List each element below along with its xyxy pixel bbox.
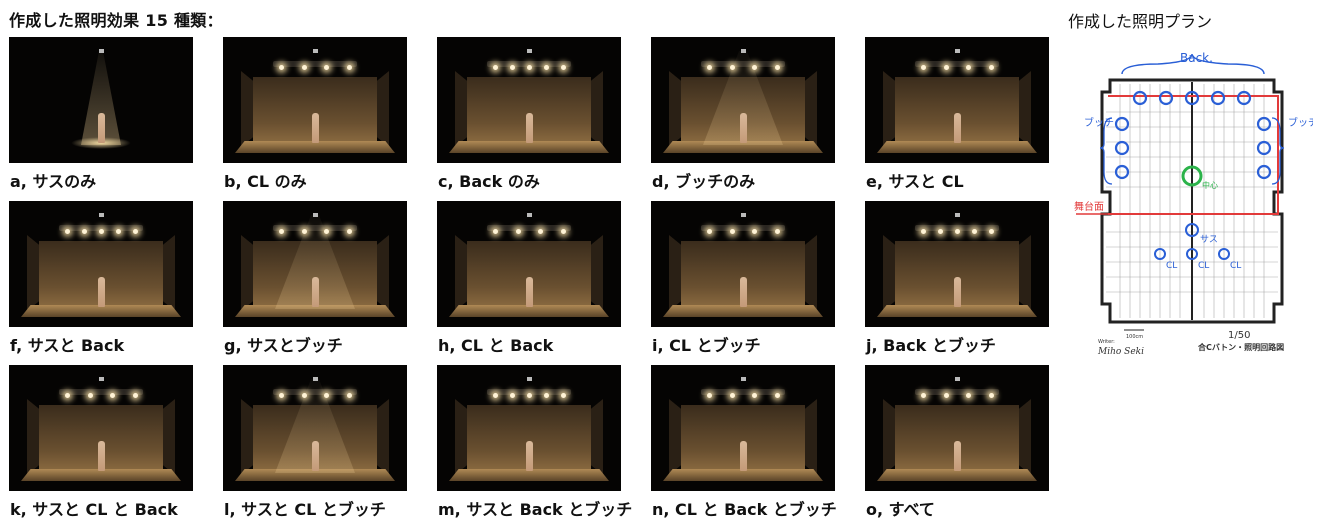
effect-caption: e, サスと CL [866, 172, 964, 191]
effect-caption: i, CL とブッチ [652, 336, 761, 355]
effect-thumbnail [437, 365, 621, 491]
effect-thumbnail [437, 37, 621, 163]
performer-figure [312, 277, 319, 307]
stage-front-label: 舞台面 [1074, 200, 1104, 213]
effect-card: d, ブッチのみ [651, 37, 835, 191]
performer-figure [526, 113, 533, 143]
effect-card: h, CL と Back [437, 201, 621, 355]
lighting-plan-drawing: Back. ブッチ ブッチ 中心 舞台面 サス CL CL CL 100cm 1… [1068, 51, 1318, 382]
effect-caption: c, Back のみ [438, 172, 540, 191]
effect-card: i, CL とブッチ [651, 201, 835, 355]
effect-thumbnail [865, 201, 1049, 327]
sus-label: サス [1200, 234, 1218, 245]
effect-caption: n, CL と Back とブッチ [652, 500, 837, 519]
writer-label: Writer: [1098, 339, 1115, 345]
drawing-title: 合Cバトン・照明回路図 [1197, 342, 1284, 352]
effect-card: c, Back のみ [437, 37, 621, 191]
effect-thumbnail [651, 201, 835, 327]
performer-figure [526, 277, 533, 307]
effect-caption: g, サスとブッチ [224, 336, 343, 355]
performer-figure [954, 441, 961, 471]
lighting-plan-svg: Back. ブッチ ブッチ 中心 舞台面 サス CL CL CL 100cm 1… [1074, 51, 1318, 357]
effect-card: m, サスと Back とブッチ [437, 365, 632, 519]
effect-caption: b, CL のみ [224, 172, 307, 191]
effect-thumbnail [223, 37, 407, 163]
effect-card: a, サスのみ [9, 37, 193, 191]
stage-front-line [1108, 95, 1279, 215]
effect-thumbnail [651, 365, 835, 491]
effect-thumbnail [865, 37, 1049, 163]
scale-bar-label: 100cm [1126, 334, 1143, 340]
performer-figure [98, 113, 105, 143]
cl-label-2: CL [1198, 261, 1209, 271]
performer-figure [98, 277, 105, 307]
performer-figure [954, 277, 961, 307]
performer-figure [740, 277, 747, 307]
performer-figure [526, 441, 533, 471]
back-label: Back. [1180, 52, 1213, 65]
performer-figure [954, 113, 961, 143]
scale-label: 1/50 [1228, 330, 1250, 341]
page-title: 作成した照明効果 15 種類： [9, 11, 223, 30]
butch-left-label: ブッチ [1084, 116, 1114, 129]
effect-thumbnail [651, 37, 835, 163]
effect-caption: a, サスのみ [10, 172, 97, 191]
effect-thumbnail [223, 365, 407, 491]
effect-thumbnail [865, 365, 1049, 491]
effect-caption: k, サスと CL と Back [10, 500, 178, 519]
effect-caption: h, CL と Back [438, 336, 554, 355]
effect-card: k, サスと CL と Back [9, 365, 193, 519]
effect-card: f, サスと Back [9, 201, 193, 355]
effect-thumbnail [223, 201, 407, 327]
effect-caption: f, サスと Back [10, 336, 125, 355]
effect-caption: d, ブッチのみ [652, 172, 756, 191]
effect-card: j, Back とブッチ [865, 201, 1049, 355]
effect-thumbnail [9, 37, 193, 163]
performer-figure [312, 113, 319, 143]
effect-thumbnail [437, 201, 621, 327]
back-brace [1121, 53, 1265, 75]
center-marker [1181, 165, 1203, 187]
effect-thumbnail [9, 365, 193, 491]
effect-card: e, サスと CL [865, 37, 1049, 191]
performer-figure [312, 441, 319, 471]
effect-caption: l, サスと CL とブッチ [224, 500, 386, 519]
effect-card: g, サスとブッチ [223, 201, 407, 355]
butch-lights [1114, 116, 1272, 180]
plan-title: 作成した照明プラン [1068, 12, 1213, 31]
effect-card: l, サスと CL とブッチ [223, 365, 407, 519]
back-lights [1132, 90, 1252, 106]
effect-thumbnail [9, 201, 193, 327]
performer-figure [740, 113, 747, 143]
effect-caption: o, すべて [866, 500, 935, 519]
effect-caption: m, サスと Back とブッチ [438, 500, 633, 519]
performer-figure [740, 441, 747, 471]
cl-label-1: CL [1166, 261, 1177, 271]
performer-figure [98, 441, 105, 471]
plan-grid [1106, 84, 1278, 318]
butch-right-label: ブッチ [1288, 116, 1313, 129]
writer-signature: Miho Seki [1097, 347, 1144, 357]
effect-card: n, CL と Back とブッチ [651, 365, 837, 519]
effect-card: o, すべて [865, 365, 1049, 519]
front-lights [1154, 223, 1230, 260]
center-label: 中心 [1202, 180, 1218, 190]
effect-card: b, CL のみ [223, 37, 407, 191]
effect-caption: j, Back とブッチ [866, 336, 996, 355]
cl-label-3: CL [1230, 261, 1241, 271]
